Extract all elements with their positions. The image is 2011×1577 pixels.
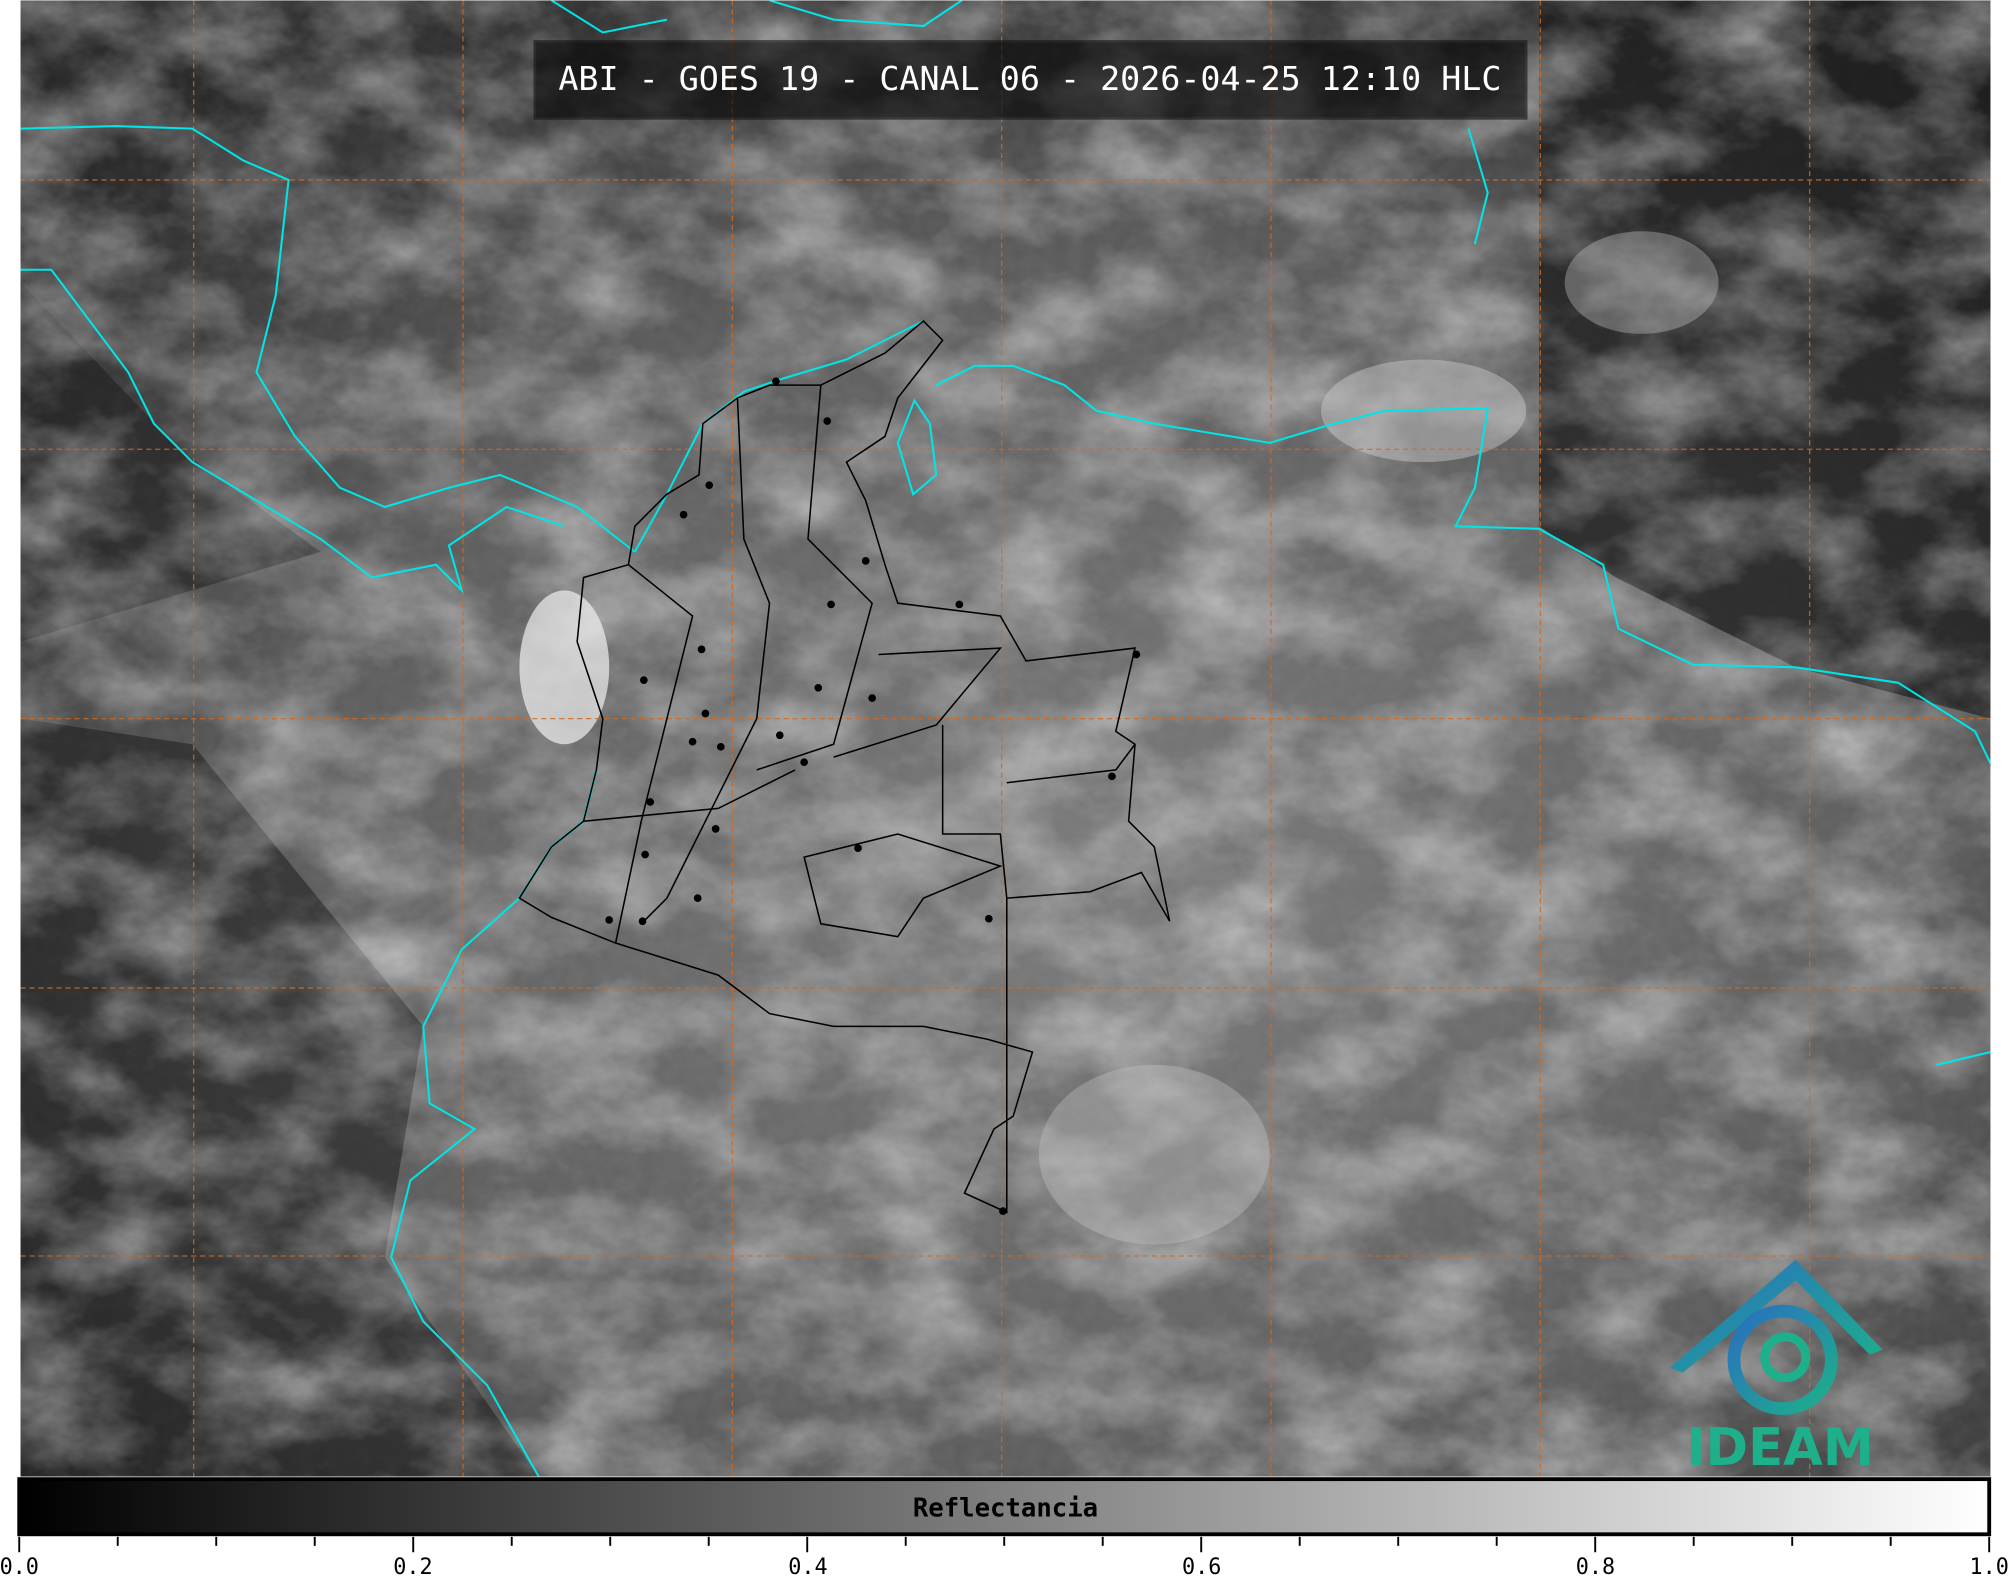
- logo-text: IDEAM: [1686, 1418, 1873, 1478]
- tick-label: 0.0: [0, 1555, 39, 1577]
- satellite-image: [20, 0, 1991, 1477]
- tick-label: 1.0: [1970, 1555, 2009, 1577]
- ideam-logo: IDEAM: [1669, 1259, 1883, 1478]
- colorbar: Reflectancia 0.0 0.2 0.4 0.6 0.8 1.0: [0, 1477, 2009, 1577]
- tick-label: 0.8: [1576, 1555, 1615, 1577]
- title-box: ABI - GOES 19 - CANAL 06 - 2026-04-25 12…: [533, 40, 1528, 120]
- colombia-department-borders: [518, 319, 1171, 1214]
- tick-label: 0.6: [1182, 1555, 1221, 1577]
- map-title: ABI - GOES 19 - CANAL 06 - 2026-04-25 12…: [558, 59, 1501, 98]
- gridlines: [20, 0, 1991, 1477]
- colorbar-label: Reflectancia: [913, 1493, 1098, 1523]
- tick-label: 0.2: [393, 1555, 432, 1577]
- colorbar-tick-labels: 0.0 0.2 0.4 0.6 0.8 1.0: [0, 1555, 2009, 1577]
- city-markers: [605, 377, 1141, 1215]
- tick-label: 0.4: [788, 1555, 827, 1577]
